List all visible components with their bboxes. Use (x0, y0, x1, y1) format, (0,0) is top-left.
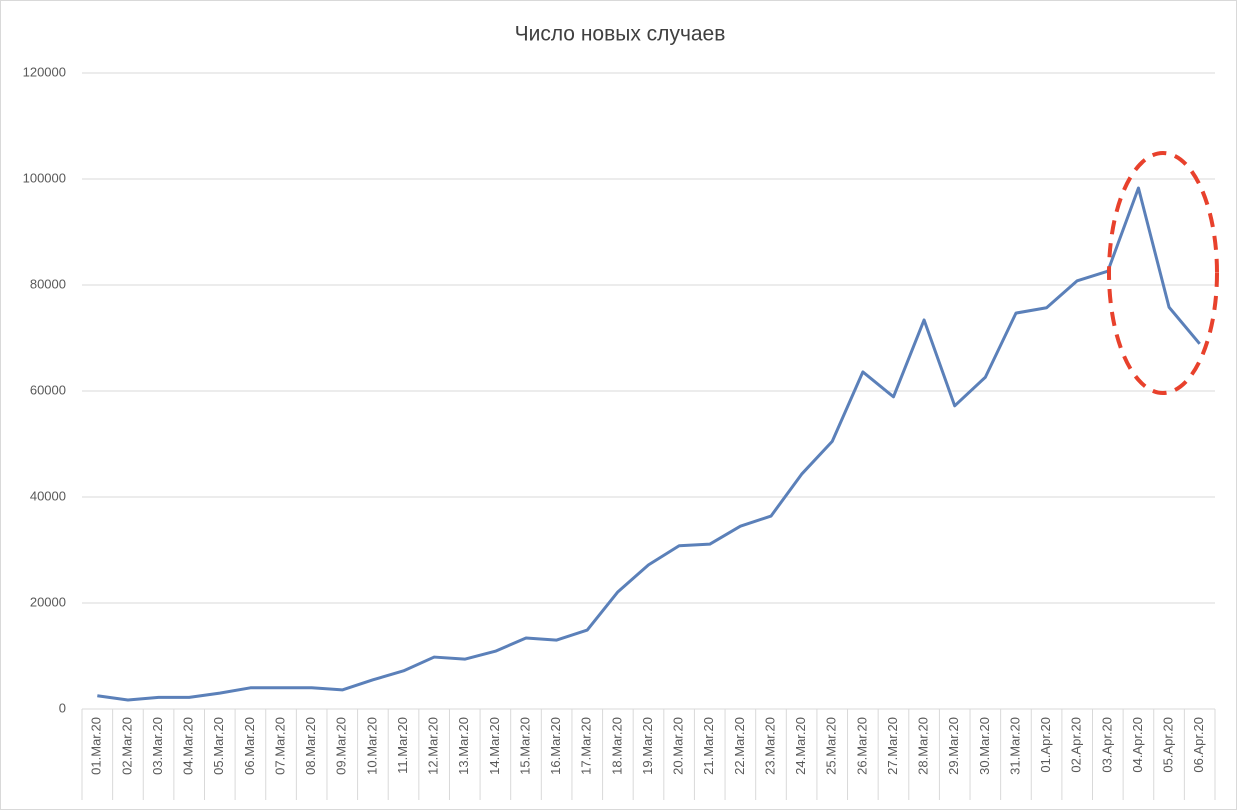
x-tick-label: 02.Mar.20 (119, 717, 134, 775)
x-tick-label: 31.Mar.20 (1007, 717, 1022, 775)
x-tick-label: 05.Mar.20 (211, 717, 226, 775)
y-tick-label: 40000 (30, 488, 66, 503)
highlight-ellipse (1107, 151, 1219, 395)
x-tick-label: 17.Mar.20 (579, 717, 594, 775)
x-tick-label: 11.Mar.20 (395, 717, 410, 774)
y-tick-label: 100000 (23, 170, 66, 185)
x-tick-label: 14.Mar.20 (487, 717, 502, 775)
x-tick-label: 01.Mar.20 (89, 717, 104, 775)
x-tick-label: 03.Apr.20 (1099, 717, 1114, 773)
x-tick-label: 08.Mar.20 (303, 717, 318, 775)
y-tick-label: 60000 (30, 382, 66, 397)
x-tick-label: 05.Apr.20 (1161, 717, 1176, 773)
x-tick-label: 25.Mar.20 (824, 717, 839, 775)
x-tick-label: 24.Mar.20 (793, 717, 808, 775)
x-tick-label: 18.Mar.20 (609, 717, 624, 775)
x-tick-label: 21.Mar.20 (701, 717, 716, 775)
x-tick-label: 22.Mar.20 (732, 717, 747, 775)
x-tick-label: 13.Mar.20 (456, 717, 471, 775)
x-tick-label: 10.Mar.20 (364, 717, 379, 775)
x-tick-label: 06.Apr.20 (1191, 717, 1206, 773)
x-tick-label: 09.Mar.20 (334, 717, 349, 775)
x-tick-label: 01.Apr.20 (1038, 717, 1053, 773)
x-tick-label: 07.Mar.20 (272, 717, 287, 775)
x-tick-label: 26.Mar.20 (854, 717, 869, 775)
x-tick-label: 02.Apr.20 (1069, 717, 1084, 773)
x-tick-label: 29.Mar.20 (946, 717, 961, 775)
x-tick-label: 16.Mar.20 (548, 717, 563, 775)
x-tick-label: 12.Mar.20 (426, 717, 441, 775)
data-line (97, 186, 1201, 702)
x-tick-label: 30.Mar.20 (977, 717, 992, 775)
x-tick-label: 15.Mar.20 (517, 717, 532, 775)
y-tick-label: 80000 (30, 276, 66, 291)
y-tick-label: 0 (59, 700, 66, 715)
x-tick-label: 20.Mar.20 (671, 717, 686, 775)
x-tick-label: 27.Mar.20 (885, 717, 900, 775)
x-tick-label: 06.Mar.20 (242, 717, 257, 775)
x-tick-label: 03.Mar.20 (150, 717, 165, 775)
x-tick-label: 23.Mar.20 (762, 717, 777, 775)
y-tick-label: 120000 (23, 64, 66, 79)
chart-title: Число новых случаев (515, 23, 726, 46)
x-tick-label: 28.Mar.20 (916, 717, 931, 775)
y-tick-label: 20000 (30, 594, 66, 609)
x-tick-label: 04.Mar.20 (181, 717, 196, 775)
x-tick-label: 04.Apr.20 (1130, 717, 1145, 773)
x-tick-label: 19.Mar.20 (640, 717, 655, 775)
